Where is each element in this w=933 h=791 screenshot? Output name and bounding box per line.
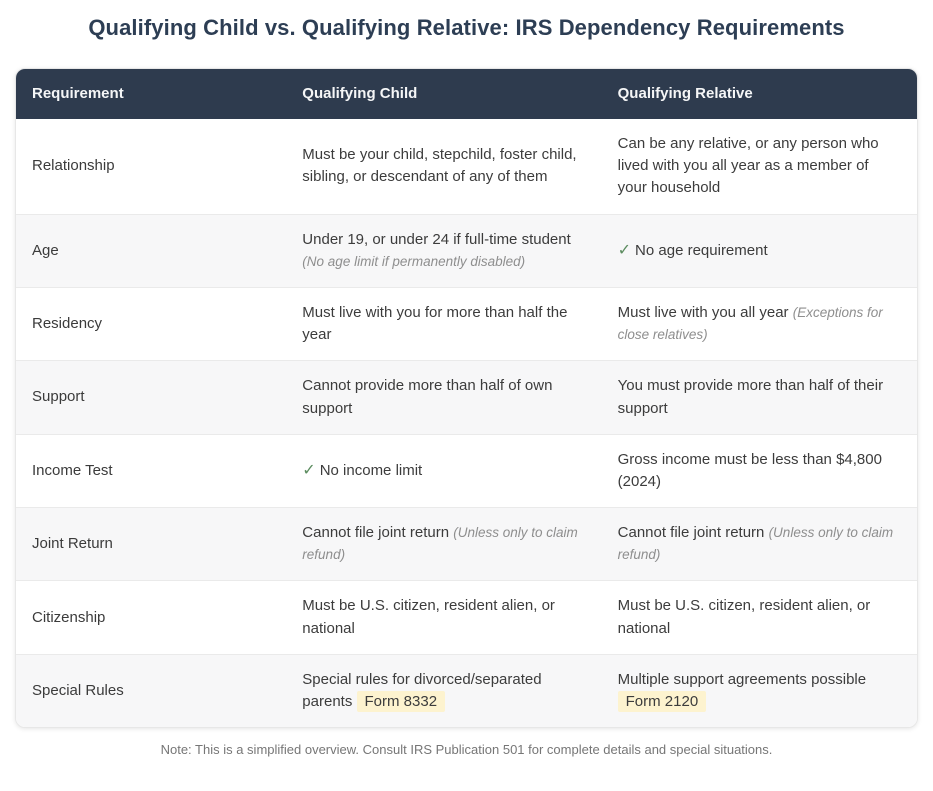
form-badge: Form 2120 <box>617 691 707 712</box>
qualifying-relative-cell: Must be U.S. citizen, resident alien, or… <box>601 580 917 655</box>
cell-text: Special rules for divorced/separated par… <box>302 670 542 710</box>
cell-note: (Unless only to claim refund) <box>617 525 894 563</box>
column-header-qualifying-relative: Qualifying Relative <box>601 69 917 119</box>
qualifying-child-cell: Must live with you for more than half th… <box>286 286 602 361</box>
column-header-requirement: Requirement <box>16 69 287 119</box>
table-body: Relationship Must be your child, stepchil… <box>16 119 917 728</box>
qualifying-child-cell: ✓ No income limit <box>286 433 602 508</box>
table-row-joint-return: Joint Return Cannot file joint return (Un… <box>16 507 917 581</box>
cell-text: Gross income must be less than $4,800 (2… <box>617 450 882 490</box>
cell-note: (No age limit if permanently disabled) <box>302 253 526 269</box>
qualifying-child-cell: Must be your child, stepchild, foster ch… <box>286 119 601 214</box>
qualifying-relative-cell: Cannot file joint return (Unless only to… <box>601 507 917 581</box>
cell-text: No age requirement <box>635 241 768 259</box>
table-row-relationship: Relationship Must be your child, stepchil… <box>16 119 917 214</box>
page-title: Qualifying Child vs. Qualifying Relative… <box>88 15 845 40</box>
table-row-support: Support Cannot provide more than half of … <box>16 360 917 435</box>
qualifying-relative-cell: Can be any relative, or any person who l… <box>602 119 917 214</box>
cell-text: Must be U.S. citizen, resident alien, or… <box>302 597 555 637</box>
column-header-qualifying-child: Qualifying Child <box>286 69 602 119</box>
requirement-cell: Citizenship <box>16 580 287 655</box>
requirement-cell: Special Rules <box>16 653 287 728</box>
cell-text: Cannot file joint return <box>617 524 765 542</box>
table-header: Requirement Qualifying Child Qualifying Re… <box>16 69 917 119</box>
footnote: Note: This is a simplified overview. Con… <box>160 742 773 758</box>
table-header-row: Requirement Qualifying Child Qualifying Re… <box>16 69 917 119</box>
cell-text: You must provide more than half of their… <box>617 377 884 417</box>
qualifying-child-cell: Cannot file joint return (Unless only to… <box>286 507 602 581</box>
cell-note: (Unless only to claim refund) <box>302 525 578 563</box>
qualifying-relative-cell: ✓ No age requirement <box>601 213 917 288</box>
cell-text: Under 19, or under 24 if full-time stude… <box>302 230 571 248</box>
requirement-cell: Income Test <box>16 433 287 508</box>
qualifying-child-cell: Must be U.S. citizen, resident alien, or… <box>286 580 602 655</box>
table-row-residency: Residency Must live with you for more tha… <box>16 286 917 361</box>
requirement-cell: Support <box>16 360 287 435</box>
qualifying-relative-cell: Multiple support agreements possible For… <box>601 653 917 728</box>
requirement-cell: Residency <box>16 286 287 361</box>
cell-text: Cannot file joint return <box>302 524 450 542</box>
qualifying-relative-cell: Gross income must be less than $4,800 (2… <box>601 433 917 508</box>
cell-text: Cannot provide more than half of own sup… <box>302 377 553 417</box>
table-row-age: Age Under 19, or under 24 if full-time st… <box>16 213 917 288</box>
table-row-income-test: Income Test ✓ No income limit Gross income … <box>16 433 917 508</box>
requirement-cell: Relationship <box>32 157 115 175</box>
check-icon: ✓ <box>302 462 316 480</box>
comparison-table: Requirement Qualifying Child Qualifying Re… <box>16 69 917 728</box>
qualifying-child-cell: Cannot provide more than half of own sup… <box>286 360 602 435</box>
cell-text: No income limit <box>319 462 423 480</box>
cell-text: Must live with you all year <box>617 303 789 321</box>
cell-text: Multiple support agreements possible <box>617 670 867 688</box>
check-icon: ✓ <box>617 241 632 259</box>
cell-text: Must be U.S. citizen, resident alien, or… <box>617 597 871 637</box>
table-row-citizenship: Citizenship Must be U.S. citizen, residen… <box>16 580 917 655</box>
qualifying-child-cell: Under 19, or under 24 if full-time stude… <box>286 213 602 288</box>
cell-text: Must live with you for more than half th… <box>302 303 568 344</box>
qualifying-child-cell: Special rules for divorced/separated par… <box>286 653 602 728</box>
cell-note: (Exceptions for close relatives) <box>617 304 883 343</box>
requirement-cell: Age <box>16 213 287 288</box>
cell-text: Must be your child, stepchild, foster ch… <box>302 146 577 186</box>
qualifying-relative-cell: Must live with you all year (Exceptions … <box>601 286 917 361</box>
comparison-table-container: Requirement Qualifying Child Qualifying Re… <box>15 68 918 729</box>
table-row-special-rules: Special Rules Special rules for divorced/… <box>16 653 917 728</box>
qualifying-relative-cell: You must provide more than half of their… <box>601 360 917 435</box>
form-badge: Form 8332 <box>356 691 446 712</box>
requirement-cell: Joint Return <box>16 507 287 581</box>
cell-text: Can be any relative, or any person who l… <box>617 135 879 197</box>
